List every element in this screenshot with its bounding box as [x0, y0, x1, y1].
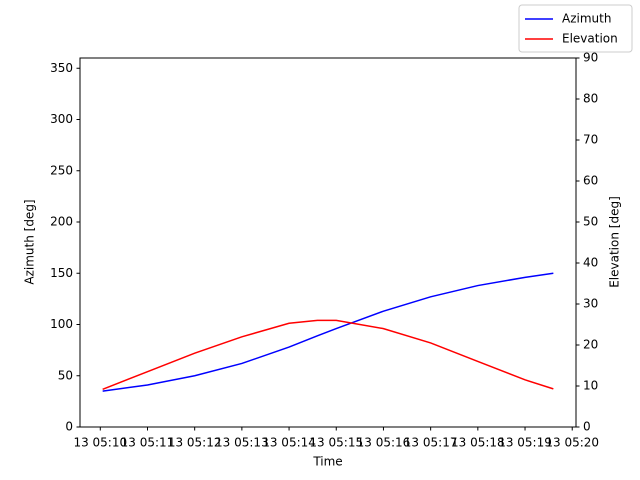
y2-tick-label: 90	[583, 51, 598, 65]
x-tick-label: 13 05:16	[357, 436, 411, 450]
y-tick-label: 300	[50, 112, 73, 126]
y-tick-label: 50	[58, 368, 73, 382]
series-line	[102, 319, 554, 390]
y2-tick-label: 60	[583, 174, 598, 188]
y-axis-label: Azimuth [deg]	[23, 199, 37, 284]
y2-tick-label: 20	[583, 338, 598, 352]
y-tick-label: 200	[50, 215, 73, 229]
x-tick-label: 13 05:11	[121, 436, 175, 450]
x-tick-label: 13 05:14	[262, 436, 316, 450]
y2-tick-label: 0	[583, 420, 591, 434]
y2-tick-label: 30	[583, 297, 598, 311]
y-tick-label: 0	[65, 420, 73, 434]
legend-box	[518, 4, 633, 53]
y2-tick-label: 10	[583, 379, 598, 393]
series-line	[102, 272, 554, 392]
y2-tick-label: 40	[583, 256, 598, 270]
x-tick-label: 13 05:19	[498, 436, 552, 450]
y-tick-label: 150	[50, 266, 73, 280]
plot-frame	[79, 57, 577, 428]
x-tick-label: 13 05:12	[168, 436, 222, 450]
x-tick-label: 13 05:13	[215, 436, 269, 450]
y2-tick-label: 70	[583, 133, 598, 147]
y-tick-label: 100	[50, 317, 73, 331]
y-tick-label: 350	[50, 61, 73, 75]
x-tick-label: 13 05:18	[451, 436, 505, 450]
x-tick-label: 13 05:15	[309, 436, 363, 450]
y2-tick-label: 50	[583, 215, 598, 229]
x-axis-label: Time	[312, 455, 342, 469]
legend-label: Elevation	[562, 32, 618, 46]
legend-label: Azimuth	[562, 12, 611, 26]
y2-axis-label: Elevation [deg]	[608, 196, 622, 288]
x-tick-label: 13 05:10	[73, 436, 127, 450]
x-tick-label: 13 05:20	[545, 436, 599, 450]
y2-tick-label: 80	[583, 92, 598, 106]
y-tick-label: 250	[50, 163, 73, 177]
x-tick-label: 13 05:17	[404, 436, 458, 450]
